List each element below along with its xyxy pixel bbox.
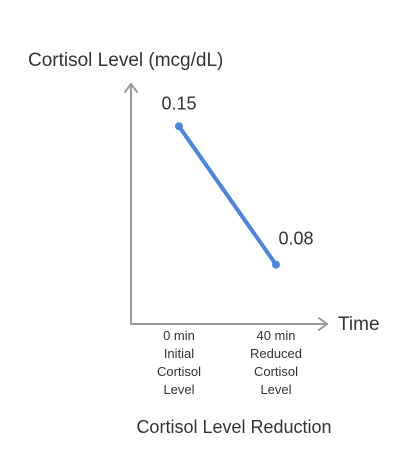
- series-line: [177, 124, 278, 267]
- data-label: 0.08: [278, 229, 313, 249]
- y-axis-title: Cortisol Level (mcg/dL): [28, 50, 223, 71]
- data-label: 0.15: [161, 93, 196, 113]
- x-tick-label: 40 min Reduced Cortisol Level: [250, 328, 302, 397]
- y-axis-arrowhead: [124, 83, 138, 93]
- x-axis-arrowhead: [318, 317, 328, 331]
- x-axis-title: Time: [338, 314, 380, 335]
- data-point: [272, 260, 280, 269]
- x-tick-label: 0 min Initial Cortisol Level: [157, 328, 201, 397]
- chart-title: Cortisol Level Reduction: [136, 417, 331, 437]
- data-point: [175, 122, 183, 131]
- axes-lines: [130, 83, 328, 325]
